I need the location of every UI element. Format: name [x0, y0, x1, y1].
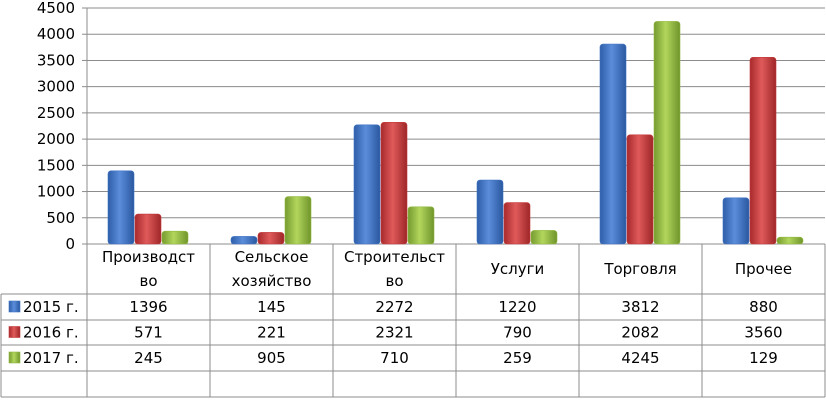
- bar: [476, 179, 504, 245]
- bar: [749, 56, 777, 245]
- data-label: 221: [257, 324, 286, 342]
- bar: [257, 232, 285, 245]
- bar: [503, 202, 531, 245]
- bar: [653, 21, 681, 245]
- category-label: Строительст: [344, 248, 445, 266]
- category-label: Услуги: [491, 260, 544, 278]
- bar: [161, 230, 189, 245]
- bar: [380, 121, 408, 245]
- category-label: Производст: [102, 248, 195, 266]
- legend-key: [8, 300, 21, 313]
- y-tick-label: 3500: [37, 51, 75, 69]
- category-label: Прочее: [735, 260, 792, 278]
- data-label: 2082: [621, 324, 659, 342]
- bar: [407, 206, 435, 245]
- y-tick-label: 1000: [37, 183, 75, 201]
- y-tick-label: 3000: [37, 78, 75, 96]
- data-label: 2272: [375, 298, 413, 316]
- data-label: 145: [257, 298, 286, 316]
- gridlines: [82, 7, 825, 245]
- data-label: 2321: [375, 324, 413, 342]
- data-label: 880: [749, 298, 778, 316]
- legend-label: 2016 г.: [23, 324, 79, 342]
- bar: [626, 134, 654, 245]
- data-label: 1220: [498, 298, 536, 316]
- category-label: Сельское: [235, 248, 309, 266]
- y-tick-label: 1500: [37, 156, 75, 174]
- data-label: 129: [749, 349, 778, 367]
- data-label: 3560: [744, 324, 782, 342]
- bar: [599, 43, 627, 245]
- data-label: 571: [134, 324, 163, 342]
- legend-label: 2015 г.: [23, 298, 79, 316]
- data-label: 1396: [129, 298, 167, 316]
- legend-key: [8, 326, 21, 338]
- y-axis-ticks: 0 500 1000 1500 2000 2500 3000 3500 4000 4500: [37, 0, 75, 253]
- category-label: во: [139, 272, 157, 290]
- bar: [284, 196, 312, 245]
- y-tick-label: 500: [46, 209, 75, 227]
- bar: [230, 236, 258, 245]
- category-label: Торговля: [603, 260, 676, 278]
- data-label: 790: [503, 324, 532, 342]
- bar: [107, 170, 135, 245]
- data-label: 710: [380, 349, 409, 367]
- data-table: Производст во Сельское хозяйство Строительст…: [0, 244, 826, 398]
- data-label: 259: [503, 349, 532, 367]
- bar: [776, 236, 804, 245]
- data-label: 3812: [621, 298, 659, 316]
- y-tick-label: 4000: [37, 25, 75, 43]
- y-tick-label: 2500: [37, 104, 75, 122]
- category-label: во: [385, 272, 403, 290]
- category-label: хозяйство: [232, 272, 312, 290]
- legend-key: [8, 351, 21, 364]
- bar: [722, 197, 750, 245]
- bar: [134, 213, 162, 245]
- legend-label: 2017 г.: [23, 349, 79, 367]
- data-label: 905: [257, 349, 286, 367]
- bars: [107, 21, 804, 245]
- y-tick-label: 0: [65, 235, 75, 253]
- data-label: 245: [134, 349, 163, 367]
- y-tick-label: 4500: [37, 0, 75, 17]
- bar: [353, 124, 381, 245]
- data-label: 4245: [621, 349, 659, 367]
- bar: [530, 230, 558, 245]
- y-tick-label: 2000: [37, 130, 75, 148]
